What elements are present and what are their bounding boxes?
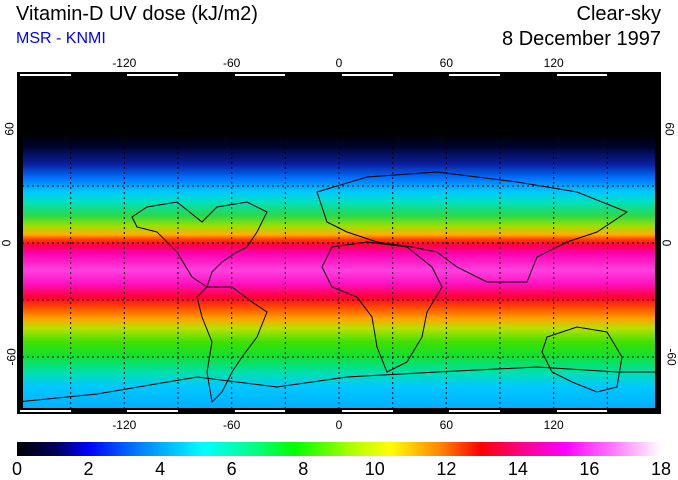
- frame-segment: [449, 410, 500, 412]
- frame-segment: [342, 74, 393, 76]
- bottom-lon-tick: -120: [112, 418, 137, 432]
- top-lon-tick: -60: [222, 56, 241, 70]
- left-lat-tick: 0: [0, 239, 14, 247]
- frame-segment: [20, 410, 71, 412]
- frame-segment: [20, 74, 71, 76]
- top-lon-tick: 60: [439, 56, 454, 70]
- bottom-lon-tick: 0: [335, 418, 343, 432]
- bottom-lon-tick: 120: [543, 418, 564, 432]
- frame-segment: [234, 410, 286, 412]
- top-lon-tick: -120: [112, 56, 137, 70]
- frame-segment: [127, 410, 178, 412]
- top-lon-tick: 0: [335, 56, 343, 70]
- frame-segment: [449, 74, 500, 76]
- right-lat-tick: 60: [662, 122, 677, 136]
- colorbar-label: 0: [11, 459, 23, 479]
- colorbar-label: 14: [507, 459, 528, 479]
- map-title: Vitamin-D UV dose (kJ/m2): [16, 3, 258, 25]
- top-lon-tick: 120: [543, 56, 564, 70]
- colorbar-label: 10: [364, 459, 385, 479]
- sky-condition: Clear-sky: [576, 3, 661, 25]
- colorbar: [17, 442, 661, 456]
- right-lat-tick: 0: [659, 239, 674, 247]
- credit-label: MSR - KNMI: [16, 30, 106, 47]
- frame-segment: [556, 74, 608, 76]
- colorbar-label: 2: [83, 459, 94, 479]
- colorbar-label: 6: [226, 459, 237, 479]
- frame-segment: [234, 74, 286, 76]
- colorbar-label: 16: [579, 459, 600, 479]
- left-lat-tick: -60: [4, 348, 19, 366]
- frame-segment: [556, 410, 608, 412]
- frame-segment: [342, 410, 393, 412]
- left-lat-tick: 60: [2, 122, 17, 136]
- colorbar-label: 4: [155, 459, 166, 479]
- coastlines: [17, 171, 661, 404]
- bottom-lon-tick: 60: [439, 418, 454, 432]
- bottom-lon-tick: -60: [222, 418, 241, 432]
- right-lat-tick: -60: [664, 348, 678, 366]
- map-date: 8 December 1997: [502, 28, 661, 50]
- colorbar-label: 18: [650, 459, 672, 479]
- colorbar-label: 8: [298, 459, 309, 479]
- colorbar-label: 12: [436, 459, 457, 479]
- map-overlay: [17, 72, 661, 414]
- frame-segment: [127, 74, 178, 76]
